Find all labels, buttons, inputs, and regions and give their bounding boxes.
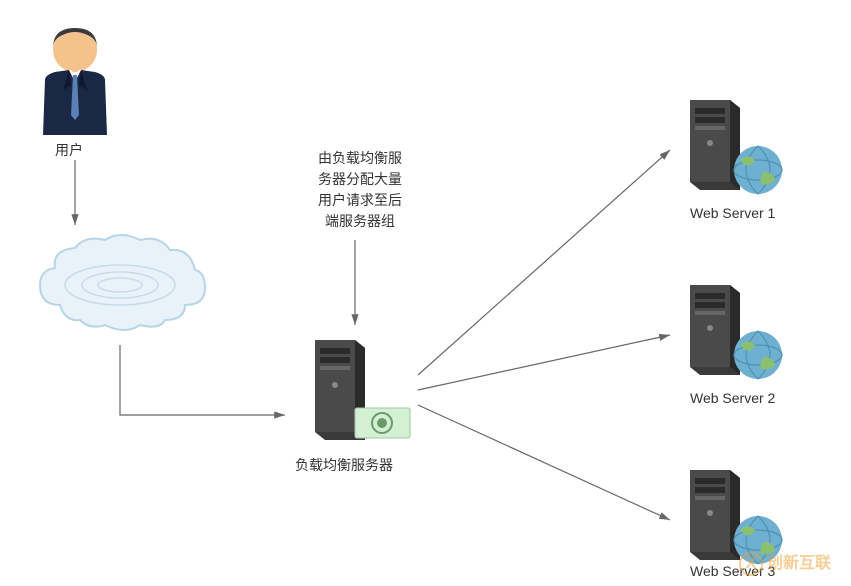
server-1-node <box>680 95 790 205</box>
edge-lb-server1 <box>418 150 670 375</box>
annotation-line: 由负载均衡服 <box>310 148 410 169</box>
edge-lb-server3 <box>418 405 670 520</box>
cloud-icon <box>30 230 210 340</box>
load-balancer-icon <box>300 330 420 450</box>
watermark: X创新互联 <box>739 549 831 576</box>
watermark-logo-icon: X <box>739 552 763 576</box>
annotation-text: 由负载均衡服 务器分配大量 用户请求至后 端服务器组 <box>310 148 410 232</box>
load-balancer-label: 负载均衡服务器 <box>295 455 393 475</box>
user-node <box>35 20 115 140</box>
annotation-line: 务器分配大量 <box>310 169 410 190</box>
server-icon <box>680 95 790 200</box>
watermark-text: 创新互联 <box>767 555 831 572</box>
server-1-label: Web Server 1 <box>690 205 775 221</box>
server-2-label: Web Server 2 <box>690 390 775 406</box>
cloud-node <box>30 230 210 345</box>
user-label: 用户 <box>55 140 83 160</box>
edge-cloud-lb <box>120 345 285 415</box>
server-2-node <box>680 280 790 390</box>
load-balancer-node <box>300 330 420 455</box>
server-icon <box>680 280 790 385</box>
edge-lb-server2 <box>418 335 670 390</box>
annotation-line: 用户请求至后 <box>310 190 410 211</box>
user-icon <box>35 20 115 135</box>
annotation-line: 端服务器组 <box>310 211 410 232</box>
